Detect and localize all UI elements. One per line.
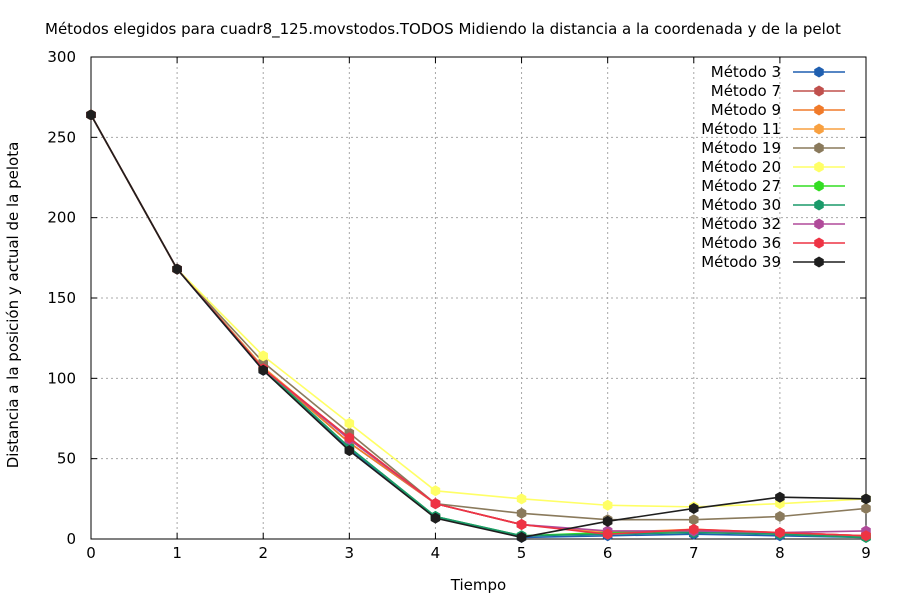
- data-point: [258, 350, 268, 362]
- y-axis-label: Distancia a la posición y actual de la p…: [4, 142, 22, 469]
- data-point: [775, 491, 785, 503]
- legend-marker: [814, 123, 824, 135]
- x-tick-label: 4: [431, 544, 441, 562]
- legend-item: Método 20: [701, 158, 845, 176]
- data-point: [172, 263, 182, 275]
- legend-marker: [814, 104, 824, 116]
- legend-label: Método 36: [701, 234, 781, 252]
- legend-marker: [814, 66, 824, 78]
- data-point: [602, 528, 613, 540]
- grid: [91, 57, 866, 539]
- legend-item: Método 36: [701, 234, 845, 252]
- legend-label: Método 19: [701, 139, 781, 157]
- chart-title: Métodos elegidos para cuadr8_125.movstod…: [45, 20, 841, 39]
- legend-marker: [814, 85, 824, 97]
- legend-label: Método 7: [711, 82, 781, 100]
- legend-item: Método 9: [711, 101, 845, 119]
- data-point: [258, 364, 268, 376]
- data-point: [516, 493, 527, 505]
- series-line: [90, 114, 867, 521]
- data-point: [775, 527, 785, 539]
- legend-label: Método 27: [701, 177, 781, 195]
- legend-marker: [814, 237, 824, 249]
- legend-item: Método 7: [711, 82, 845, 100]
- x-tick-label: 2: [258, 544, 268, 562]
- data-point: [861, 493, 871, 505]
- legend-marker: [814, 218, 824, 230]
- y-tick-label: 150: [47, 289, 76, 307]
- y-tick-label: 100: [47, 369, 76, 387]
- y-tick-label: 200: [47, 209, 76, 227]
- legend-marker: [814, 256, 824, 268]
- legend-item: Método 27: [701, 177, 845, 195]
- y-tick-label: 0: [66, 530, 76, 548]
- legend-item: Método 19: [701, 139, 845, 157]
- legend-label: Método 9: [711, 101, 781, 119]
- legend-marker: [814, 161, 824, 173]
- data-point: [430, 485, 441, 497]
- legend-marker: [814, 180, 824, 192]
- legend-item: Método 11: [701, 120, 845, 138]
- legend-label: Método 3: [711, 63, 781, 81]
- data-point: [86, 109, 96, 121]
- data-point: [689, 523, 699, 535]
- y-tick-label: 50: [57, 450, 76, 468]
- data-point: [430, 498, 441, 510]
- series-layer: [86, 109, 871, 543]
- x-tick-label: 0: [86, 544, 96, 562]
- legend-marker: [814, 142, 824, 154]
- y-axis: 0 50 100 150 200 250 300: [47, 48, 866, 548]
- data-point: [516, 519, 527, 531]
- legend-label: Método 11: [701, 120, 781, 138]
- x-axis-label: Tiempo: [450, 576, 506, 594]
- legend-label: Método 32: [701, 215, 781, 233]
- x-tick-label: 9: [861, 544, 871, 562]
- series-11: [86, 109, 871, 543]
- data-point: [689, 502, 699, 514]
- data-point: [861, 530, 871, 542]
- x-tick-label: 1: [172, 544, 182, 562]
- data-point: [344, 432, 355, 444]
- data-point: [602, 499, 613, 511]
- data-point: [775, 511, 785, 523]
- data-point: [430, 512, 441, 524]
- x-tick-label: 8: [775, 544, 785, 562]
- legend-marker: [814, 199, 824, 211]
- data-point: [689, 514, 699, 526]
- data-point: [344, 445, 355, 457]
- data-point: [344, 417, 355, 429]
- legend-item: Método 3: [711, 63, 845, 81]
- data-point: [516, 507, 527, 519]
- data-point: [516, 531, 527, 543]
- x-tick-label: 6: [603, 544, 613, 562]
- legend-item: Método 32: [701, 215, 845, 233]
- y-tick-label: 300: [47, 48, 76, 66]
- series-line: [90, 114, 867, 539]
- x-tick-label: 7: [689, 544, 699, 562]
- legend-label: Método 39: [701, 253, 781, 271]
- data-point: [602, 515, 613, 527]
- series-line: [90, 114, 867, 508]
- legend-label: Método 30: [701, 196, 781, 214]
- y-tick-label: 250: [47, 128, 76, 146]
- legend-label: Método 20: [701, 158, 781, 176]
- x-tick-label: 3: [345, 544, 355, 562]
- data-point: [861, 502, 871, 514]
- x-tick-label: 5: [517, 544, 527, 562]
- legend-item: Método 39: [701, 253, 845, 271]
- legend-item: Método 30: [701, 196, 845, 214]
